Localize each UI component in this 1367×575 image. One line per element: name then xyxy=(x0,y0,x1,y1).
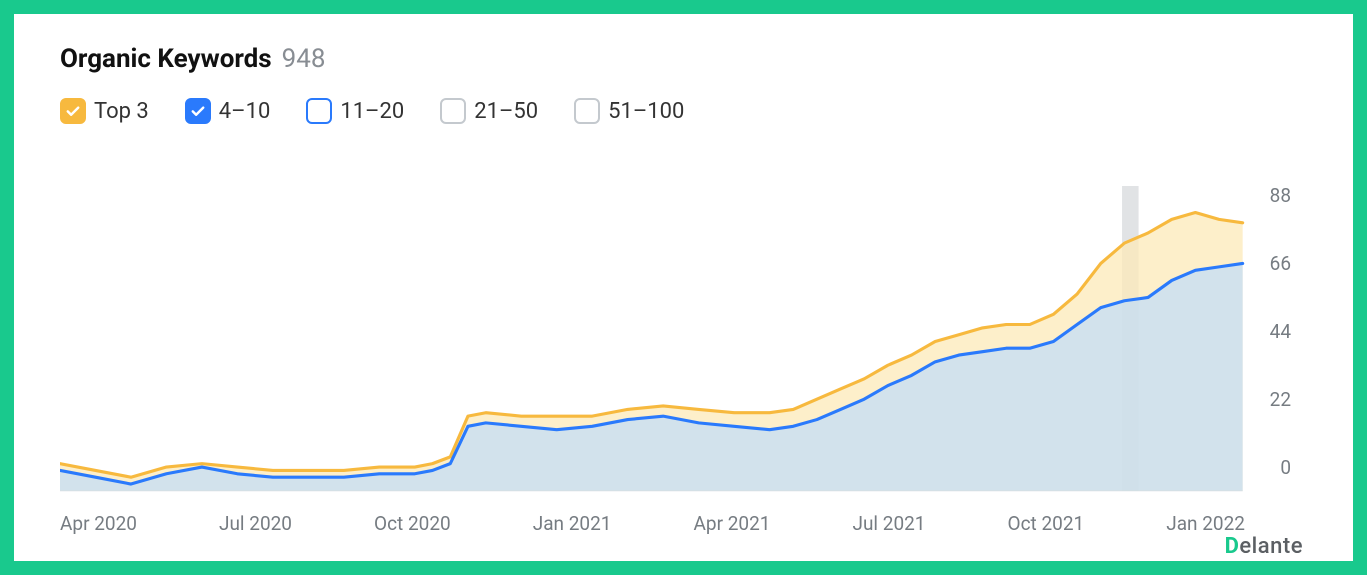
x-tick: Apr 2020 xyxy=(60,512,137,535)
y-tick: 22 xyxy=(1270,388,1291,411)
x-tick: Jul 2020 xyxy=(219,512,292,535)
legend-label: 11–20 xyxy=(340,99,404,124)
x-tick: Oct 2021 xyxy=(1008,512,1085,535)
legend-label: Top 3 xyxy=(94,99,149,124)
checkbox-icon[interactable] xyxy=(574,98,600,124)
checkbox-checked-icon[interactable] xyxy=(60,98,86,124)
checkbox-icon[interactable] xyxy=(306,98,332,124)
header: Organic Keywords 948 xyxy=(32,26,1335,74)
legend-label: 21–50 xyxy=(474,99,538,124)
screenshot-frame: Organic Keywords 948 Top 3 4–10 11–20 21–50… xyxy=(0,0,1367,575)
x-tick: Jan 2022 xyxy=(1166,512,1245,535)
y-tick: 66 xyxy=(1270,252,1291,275)
x-tick: Jan 2021 xyxy=(533,512,612,535)
x-tick: Jul 2021 xyxy=(852,512,925,535)
checkbox-icon[interactable] xyxy=(440,98,466,124)
brand-logo: Delante xyxy=(1225,534,1303,559)
page-title: Organic Keywords xyxy=(60,44,272,74)
legend-item-1[interactable]: 4–10 xyxy=(185,98,271,124)
legend-item-2[interactable]: 11–20 xyxy=(306,98,404,124)
legend-item-3[interactable]: 21–50 xyxy=(440,98,538,124)
x-tick: Apr 2021 xyxy=(694,512,771,535)
legend-label: 51–100 xyxy=(608,99,684,124)
area-chart xyxy=(60,186,1295,497)
legend-item-0[interactable]: Top 3 xyxy=(60,98,149,124)
y-tick: 88 xyxy=(1270,184,1291,207)
x-tick: Oct 2020 xyxy=(374,512,451,535)
chart-card: Organic Keywords 948 Top 3 4–10 11–20 21–50… xyxy=(32,26,1335,557)
brand-rest: elante xyxy=(1239,534,1303,559)
legend: Top 3 4–10 11–20 21–50 51–100 xyxy=(32,74,1335,124)
x-axis: Apr 2020 Jul 2020 Oct 2020 Jan 2021 Apr 2021… xyxy=(60,512,1245,535)
y-axis: 88 66 44 22 0 xyxy=(1245,184,1291,479)
legend-item-4[interactable]: 51–100 xyxy=(574,98,684,124)
keyword-count: 948 xyxy=(282,44,326,74)
checkbox-checked-icon[interactable] xyxy=(185,98,211,124)
y-tick: 0 xyxy=(1280,456,1291,479)
brand-d: D xyxy=(1225,534,1240,559)
chart-area xyxy=(60,186,1295,497)
y-tick: 44 xyxy=(1270,320,1291,343)
legend-label: 4–10 xyxy=(219,99,271,124)
